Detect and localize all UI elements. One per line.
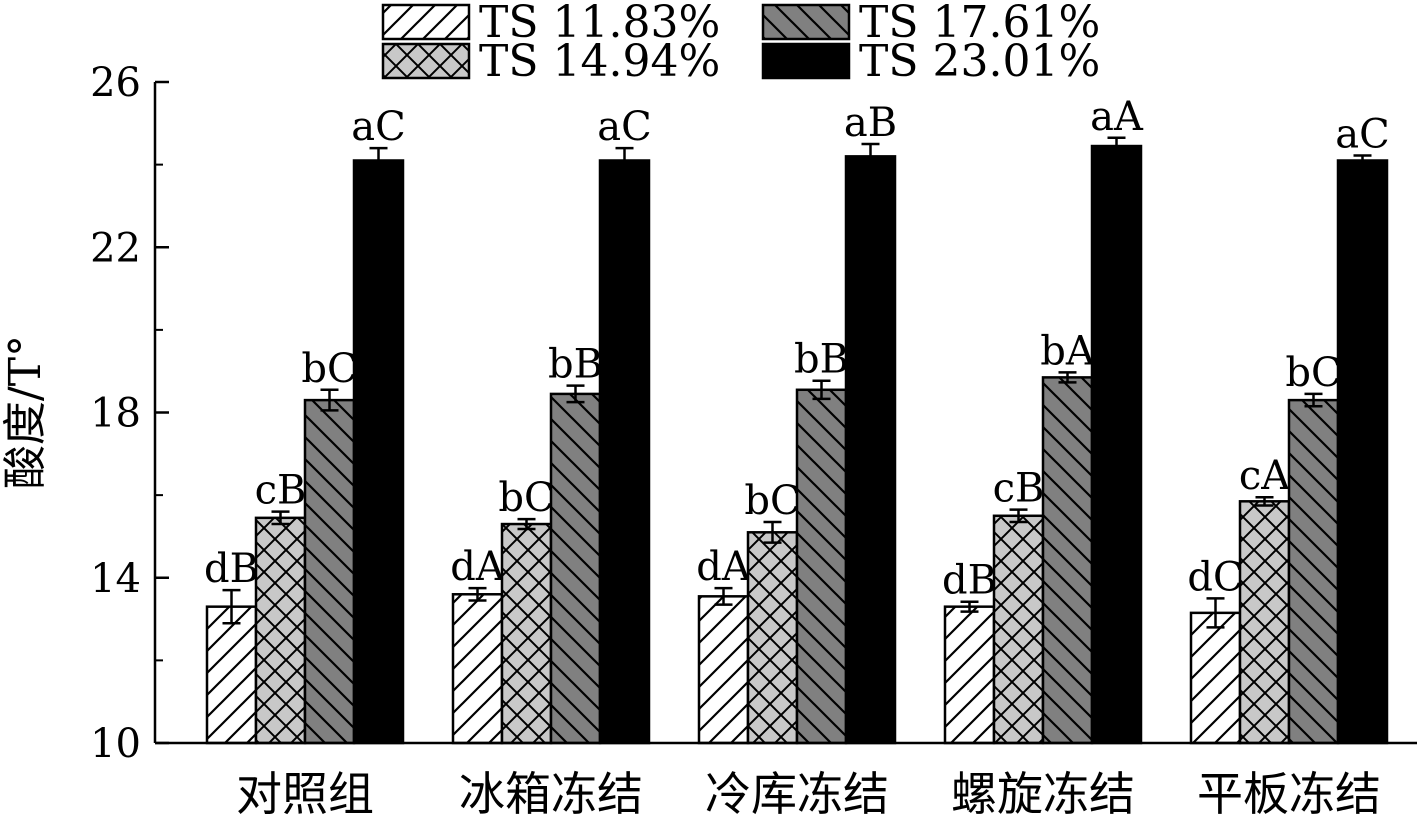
significance-label: dB (204, 546, 259, 592)
bar-ts-17-61 (1287, 398, 1340, 745)
bar-ts-14-94 (254, 516, 307, 745)
category-group-2: dA bC bB aC (450, 104, 652, 745)
bar-ts-11-83 (943, 605, 996, 745)
y-tick-label: 10 (90, 721, 141, 767)
error-bar (1009, 508, 1028, 524)
bar-ts-17-61 (303, 398, 356, 745)
significance-label: dA (450, 544, 506, 590)
legend-swatch (381, 3, 471, 41)
significance-label: cB (993, 466, 1045, 512)
bar-ts-14-94 (992, 514, 1045, 745)
error-bar (468, 586, 487, 602)
error-bar (517, 517, 536, 531)
y-tick-label: 26 (90, 60, 141, 106)
bar-ts-11-83 (697, 595, 750, 745)
bar-ts-23-01 (1336, 159, 1389, 745)
y-axis: 10 14 18 22 26 (90, 60, 169, 767)
category-group-4: dB cB bA aA (942, 94, 1144, 745)
significance-label: cB (255, 468, 307, 514)
bar-ts-23-01 (844, 155, 897, 745)
significance-label: dA (696, 544, 752, 590)
legend-item-ts-17-61: TS 17.61% (761, 0, 1100, 48)
bar-ts-14-94 (1238, 500, 1291, 745)
x-category-label: 平板冻结 (1197, 767, 1381, 821)
legend-label: TS 17.61% (859, 0, 1100, 48)
legend-label: TS 23.01% (859, 36, 1100, 87)
y-tick-label: 22 (90, 225, 141, 271)
bar-ts-23-01 (1090, 144, 1143, 745)
y-tick-label: 18 (90, 391, 141, 437)
category-group-5: dC cA bC aC (1187, 112, 1390, 745)
bar-ts-17-61 (549, 392, 602, 745)
bar-ts-14-94 (746, 531, 799, 745)
significance-label: bC (498, 475, 554, 521)
error-bar (369, 146, 388, 175)
error-bar (763, 520, 782, 544)
legend-item-ts-14-94: TS 14.94% (381, 36, 720, 87)
significance-label: bB (548, 342, 603, 388)
error-bar (1206, 597, 1225, 629)
legend-swatch (761, 3, 851, 41)
y-tick-label: 14 (90, 556, 141, 602)
bar-ts-17-61 (795, 388, 848, 745)
legend-label: TS 11.83% (479, 0, 720, 48)
category-group-3: dA bC bB aB (696, 100, 897, 745)
significance-label: bA (1040, 328, 1096, 374)
bar-ts-11-83 (451, 593, 504, 745)
bar-ts-23-01 (598, 159, 651, 745)
bar-ts-17-61 (1041, 376, 1094, 745)
error-bar (1304, 392, 1323, 408)
y-axis-label: 酸度/T° (0, 335, 51, 489)
x-axis: 对照组 冰箱冻结 冷库冻结 螺旋冻结 平板冻结 (155, 741, 1417, 821)
bars: dB cB bC aC dA bC bB aC dA bC bB aB dB cB bA aA dC cA bC aC (204, 94, 1390, 745)
category-group-1: dB cB bC aC (204, 104, 406, 745)
significance-label: dC (1187, 554, 1243, 600)
significance-label: cA (1239, 453, 1291, 499)
error-bar (1058, 371, 1077, 384)
legend-label: TS 14.94% (479, 36, 720, 87)
error-bar (1353, 154, 1372, 167)
x-category-label: 螺旋冻结 (951, 767, 1135, 821)
legend-item-ts-11-83: TS 11.83% (381, 0, 720, 48)
error-bar (714, 586, 733, 606)
error-bar (861, 142, 880, 171)
significance-label: bC (301, 346, 357, 392)
legend-swatch (381, 42, 471, 80)
legend-swatch (761, 42, 851, 80)
significance-label: aC (1335, 112, 1389, 158)
error-bar (812, 379, 831, 401)
significance-label: bB (794, 337, 849, 383)
bar-ts-11-83 (1189, 611, 1242, 745)
significance-label: aC (351, 104, 405, 150)
error-bar (1255, 495, 1274, 507)
x-category-label: 对照组 (236, 767, 374, 821)
significance-label: bC (744, 478, 800, 524)
error-bar (320, 388, 339, 412)
legend-item-ts-23-01: TS 23.01% (761, 36, 1100, 87)
error-bar (222, 588, 241, 625)
significance-label: dB (942, 558, 997, 604)
x-category-label: 冰箱冻结 (459, 767, 643, 821)
significance-label: aB (844, 100, 897, 146)
error-bar (960, 600, 979, 613)
significance-label: bC (1285, 350, 1341, 396)
error-bar (615, 146, 634, 175)
x-category-label: 冷库冻结 (705, 767, 889, 821)
bar-ts-23-01 (352, 159, 405, 745)
error-bar (271, 510, 290, 526)
bar-ts-14-94 (500, 522, 553, 745)
significance-label: aC (597, 104, 651, 150)
error-bar (1107, 136, 1126, 156)
error-bar (566, 384, 585, 404)
significance-label: aA (1090, 94, 1144, 140)
bar-ts-11-83 (205, 605, 258, 745)
legend: TS 11.83% TS 17.61% TS 14.94% TS 23.01% (381, 0, 1100, 87)
